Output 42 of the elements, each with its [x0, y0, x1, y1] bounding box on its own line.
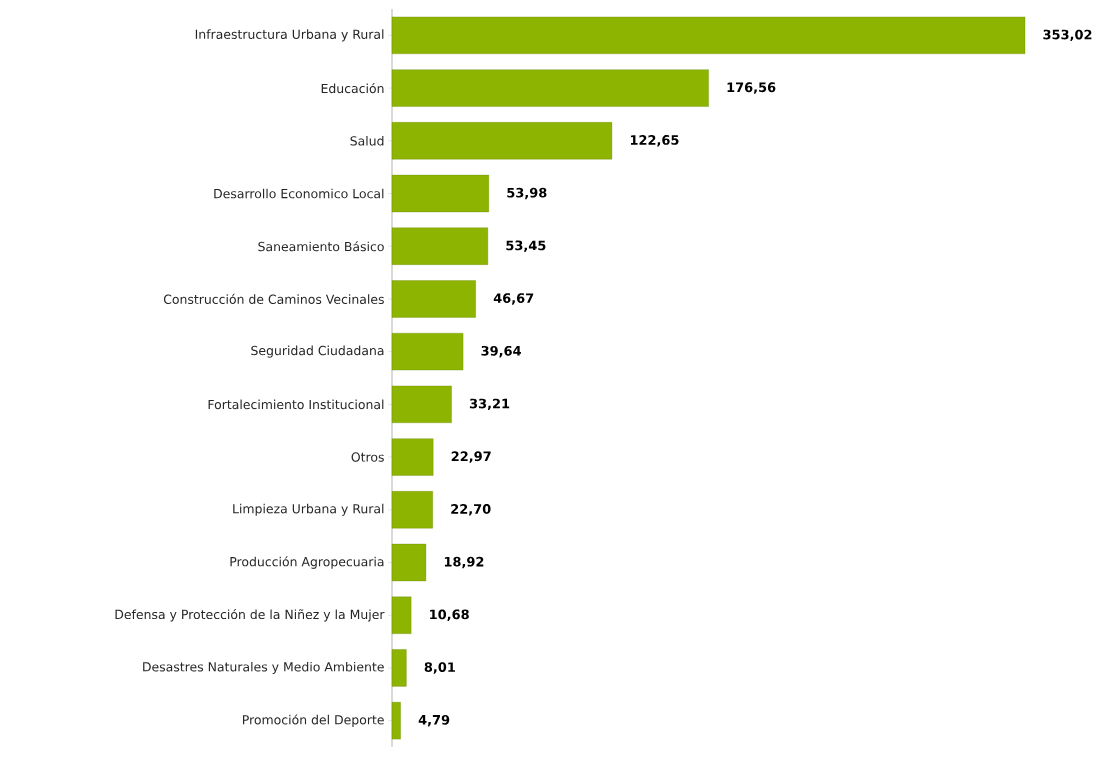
bar — [391, 122, 613, 160]
bar — [391, 702, 401, 740]
data-label: 4,79 — [418, 714, 450, 727]
bar — [391, 438, 434, 476]
data-label: 8,01 — [424, 662, 455, 674]
bar — [391, 596, 412, 634]
y-tick-label: Promoción del Deporte — [242, 714, 384, 727]
data-label: 18,92 — [444, 556, 484, 569]
data-label: 39,64 — [481, 345, 521, 358]
bar — [391, 280, 476, 318]
bar — [391, 16, 1026, 54]
data-label: 22,70 — [451, 504, 491, 516]
bar — [391, 69, 709, 107]
bar — [391, 227, 488, 265]
y-tick-label: Desastres Naturales y Medio Ambiente — [143, 661, 384, 674]
data-label: 10,68 — [430, 609, 469, 621]
data-label: 46,67 — [493, 293, 534, 305]
y-tick-label: Salud — [350, 135, 384, 146]
y-tick-label: Producción Agropecuaria — [230, 556, 384, 569]
bar — [391, 385, 452, 423]
data-label: 22,97 — [451, 451, 491, 463]
y-tick-label: Construcción de Caminos Vecinales — [163, 293, 384, 304]
data-label: 122,65 — [630, 135, 679, 147]
y-tick-label: Saneamiento Básico — [258, 241, 384, 252]
data-label: 33,21 — [469, 398, 510, 411]
bar — [391, 649, 407, 687]
bar — [391, 333, 464, 371]
bar — [391, 174, 489, 213]
bar — [391, 491, 433, 529]
y-tick-label: Educación — [321, 83, 384, 94]
data-label: 53,98 — [507, 187, 547, 200]
y-tick-label: Limpieza Urbana y Rural — [233, 503, 384, 516]
y-tick-label: Fortalecimiento Institucional — [208, 399, 384, 410]
y-tick-label: Desarrollo Economico Local — [214, 188, 384, 199]
data-label: 176,56 — [727, 82, 776, 94]
y-tick-label: Infraestructura Urbana y Rural — [195, 29, 384, 42]
y-tick-label: Otros — [351, 452, 384, 462]
y-tick-label: Seguridad Ciudadana — [251, 345, 384, 358]
data-label: 53,45 — [506, 240, 546, 252]
data-label: 353,02 — [1043, 29, 1092, 42]
y-tick-label: Defensa y Protección de la Niñez y la Mujer — [115, 608, 385, 622]
bar — [391, 543, 427, 582]
